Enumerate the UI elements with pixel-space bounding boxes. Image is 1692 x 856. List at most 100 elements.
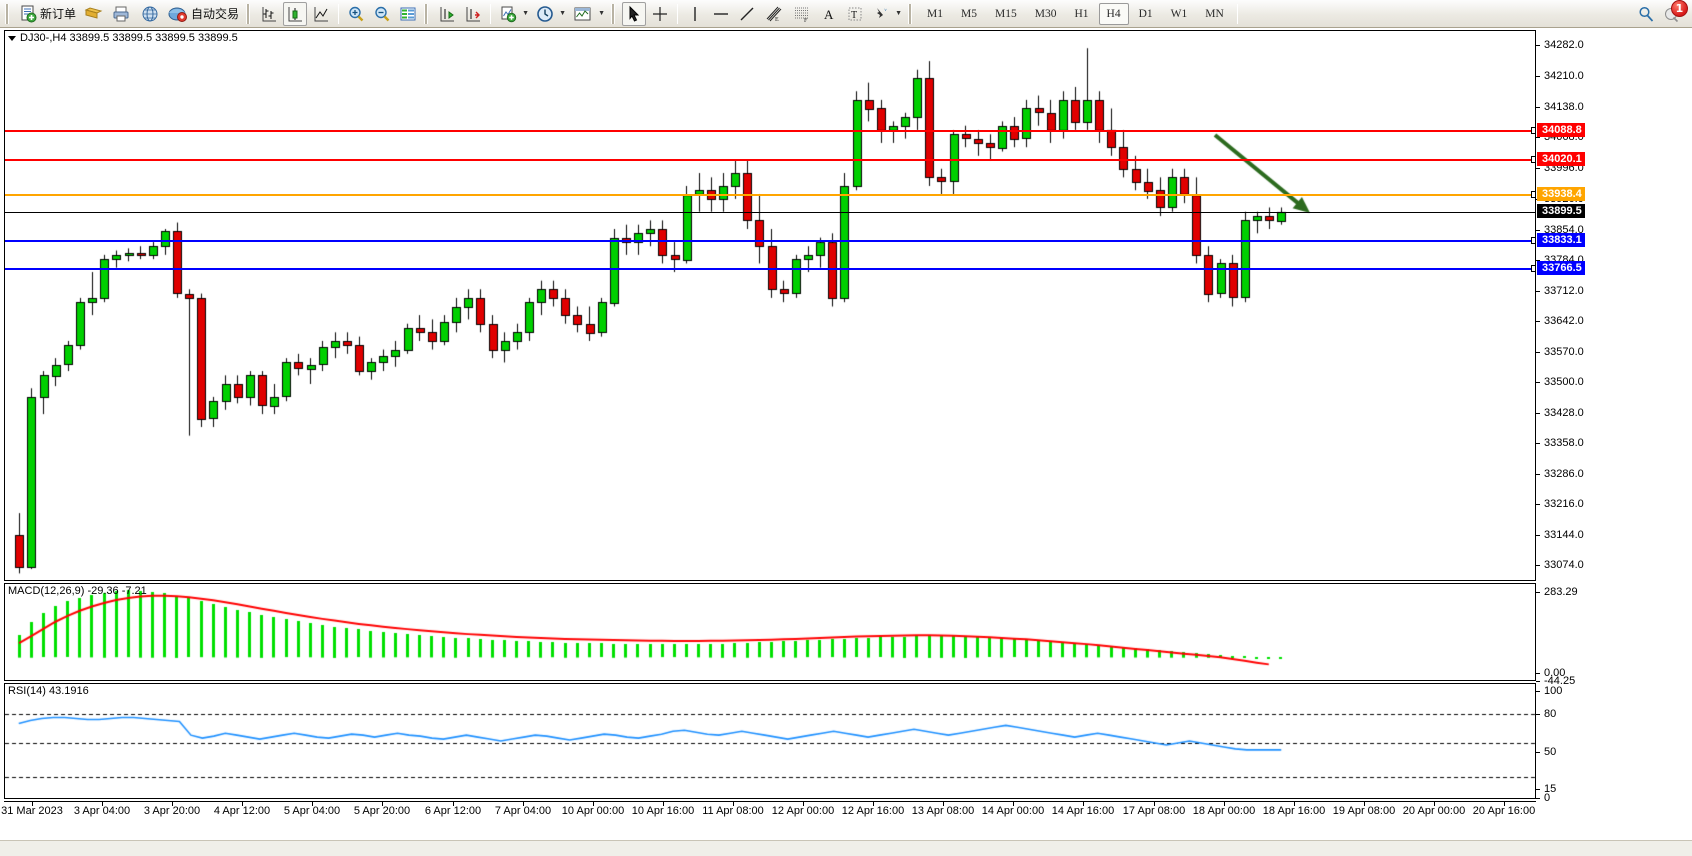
level-line-handle[interactable] <box>1531 237 1535 244</box>
toolbar-grip-3[interactable] <box>424 3 432 24</box>
zoom-in-button[interactable] <box>344 2 368 26</box>
svg-text:E: E <box>775 17 779 23</box>
svg-text:T: T <box>851 10 857 21</box>
trendline-icon <box>740 7 754 20</box>
price-tag-pivot[interactable]: 33938.4 <box>1537 187 1585 201</box>
data-window-button[interactable] <box>396 2 420 26</box>
network-button[interactable] <box>137 2 163 26</box>
price-tag-support-1[interactable]: 33833.1 <box>1537 233 1585 247</box>
toolbar-separator-4 <box>1236 3 1238 24</box>
shapes-button[interactable] <box>869 2 893 26</box>
timeframe-m30-button[interactable]: M30 <box>1034 7 1057 20</box>
line-chart-button[interactable] <box>309 2 333 26</box>
level-line-pivot[interactable] <box>5 191 1535 198</box>
timeframe-d1-button[interactable]: D1 <box>1138 7 1153 20</box>
notifications-button[interactable]: 1 <box>1660 0 1688 26</box>
indicators-icon <box>501 6 517 22</box>
trendline-button[interactable] <box>735 2 759 26</box>
new-order-button[interactable]: 新订单 <box>16 2 79 26</box>
time-tick <box>102 802 103 806</box>
price-tick: 33216.0 <box>1536 498 1584 510</box>
timeframe-w1-button[interactable]: W1 <box>1170 7 1188 20</box>
cursor-button[interactable] <box>622 1 647 26</box>
crosshair-button[interactable] <box>648 2 672 26</box>
price-tick: 33074.0 <box>1536 559 1584 571</box>
level-line-resistance-2[interactable] <box>5 127 1535 134</box>
rsi-axis-tick: 15 <box>1536 783 1556 795</box>
level-line-handle[interactable] <box>1531 156 1535 163</box>
chart-menu-caret-icon[interactable] <box>8 35 16 41</box>
price-tick: 33642.0 <box>1536 315 1584 327</box>
level-line-support-2[interactable] <box>5 265 1535 272</box>
price-tag-resistance-1[interactable]: 34020.1 <box>1537 152 1585 166</box>
timeframe-h1-button[interactable]: H1 <box>1074 7 1089 20</box>
level-line-handle[interactable] <box>1531 191 1535 198</box>
price-tag-support-2[interactable]: 33766.5 <box>1537 261 1585 275</box>
time-label: 3 Apr 20:00 <box>143 805 201 817</box>
time-tick <box>1504 802 1505 806</box>
time-label: 18 Apr 00:00 <box>1192 805 1256 817</box>
candlestick-chart-button[interactable] <box>283 1 308 26</box>
time-tick <box>873 802 874 806</box>
folder-button[interactable] <box>81 2 107 26</box>
price-tick: 33428.0 <box>1536 407 1584 419</box>
templates-button[interactable] <box>570 2 596 26</box>
indicators-button[interactable] <box>496 2 520 26</box>
print-button[interactable] <box>109 2 135 26</box>
toolbar-grip[interactable] <box>5 3 12 24</box>
timeframe-m15-button[interactable]: M15 <box>995 7 1017 20</box>
horizontal-line-button[interactable] <box>709 2 733 26</box>
time-axis[interactable]: 31 Mar 2023 3 Apr 04:00 3 Apr 20:00 4 Apr 1… <box>1 801 1536 823</box>
bar-chart-button[interactable] <box>257 2 281 26</box>
time-tick <box>312 802 313 806</box>
price-tag-resistance-2[interactable]: 34088.8 <box>1537 123 1585 137</box>
time-tick <box>593 802 594 806</box>
fibonacci-icon: F <box>795 7 809 23</box>
timeframe-h4-button[interactable]: H4 <box>1098 2 1129 25</box>
macd-pane[interactable]: MACD(12,26,9) -29.36 -7.21 <box>4 583 1536 681</box>
price-tag-bid-price[interactable]: 33899.5 <box>1537 204 1585 218</box>
svg-text:F: F <box>804 18 808 23</box>
toolbar-grip-4[interactable] <box>611 3 619 24</box>
time-label: 18 Apr 16:00 <box>1262 805 1326 817</box>
price-candles-canvas <box>5 31 1535 580</box>
price-tick: 34210.0 <box>1536 70 1584 82</box>
periods-button[interactable] <box>533 2 557 26</box>
time-label: 14 Apr 00:00 <box>981 805 1045 817</box>
bid-price-line <box>5 212 1535 213</box>
chart-canvas-area[interactable]: DJ30-,H4 33899.5 33899.5 33899.5 33899.5… <box>0 28 1692 856</box>
templates-dropdown-caret[interactable]: ▼ <box>598 10 605 17</box>
price-axis[interactable]: 34282.034210.034138.034068.033996.033926… <box>1536 30 1692 804</box>
vertical-line-button[interactable] <box>683 2 707 26</box>
text-button[interactable]: A <box>817 2 841 26</box>
auto-scroll-button[interactable] <box>435 2 459 26</box>
timeframe-m5-button[interactable]: M5 <box>961 7 977 20</box>
indicators-dropdown-caret[interactable]: ▼ <box>522 10 529 17</box>
shapes-dropdown-caret[interactable]: ▼ <box>895 10 902 17</box>
chart-shift-button[interactable] <box>461 2 485 26</box>
periods-dropdown-caret[interactable]: ▼ <box>559 10 566 17</box>
toolbar-grip-2[interactable] <box>246 3 254 24</box>
level-line-handle[interactable] <box>1531 265 1535 272</box>
time-tick <box>172 802 173 806</box>
level-line-handle[interactable] <box>1531 127 1535 134</box>
level-line-support-1[interactable] <box>5 237 1535 244</box>
toolbar-grip-5[interactable] <box>908 3 916 24</box>
time-label: 10 Apr 16:00 <box>631 805 695 817</box>
periods-icon <box>537 5 553 22</box>
search-button[interactable] <box>1634 2 1658 26</box>
time-label: 12 Apr 16:00 <box>841 805 905 817</box>
time-label: 3 Apr 04:00 <box>73 805 131 817</box>
auto-trading-button[interactable]: 自动交易 <box>165 2 242 26</box>
new-order-label: 新订单 <box>40 7 77 21</box>
price-pane[interactable]: DJ30-,H4 33899.5 33899.5 33899.5 33899.5 <box>4 30 1536 581</box>
timeframe-m1-button[interactable]: M1 <box>927 7 944 20</box>
time-tick <box>32 802 33 806</box>
text-label-button[interactable]: T <box>843 2 867 26</box>
rsi-pane[interactable]: RSI(14) 43.1916 <box>4 683 1536 799</box>
channel-button[interactable]: E <box>761 2 787 26</box>
zoom-out-button[interactable] <box>370 2 394 26</box>
timeframe-mn-button[interactable]: MN <box>1205 7 1224 20</box>
fibonacci-button[interactable]: F <box>789 2 815 26</box>
level-line-resistance-1[interactable] <box>5 156 1535 163</box>
